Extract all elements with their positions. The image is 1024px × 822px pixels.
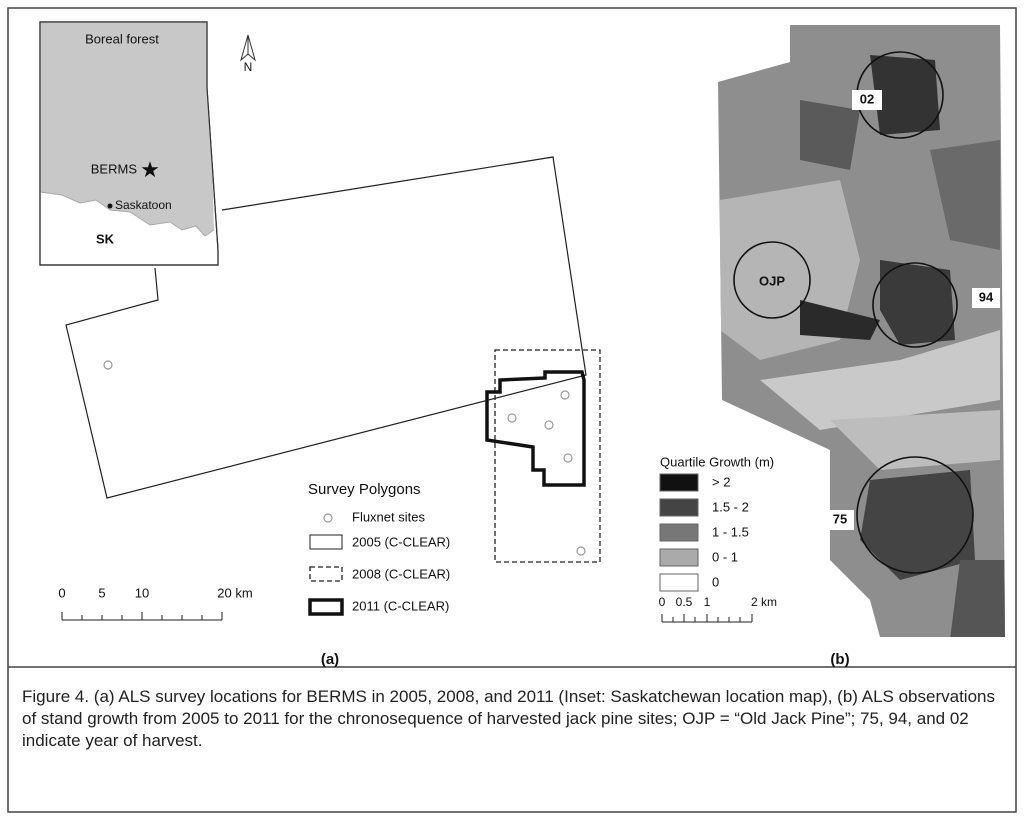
legend-item: 1.5 - 2 — [712, 499, 749, 514]
polygon-2011 — [485, 370, 586, 487]
north-label: N — [244, 60, 253, 74]
polygon-2005 — [65, 156, 587, 499]
inset-region: Boreal forest — [85, 31, 159, 46]
inset-province: SK — [96, 231, 115, 246]
scale-label: 20 km — [217, 585, 252, 600]
city-dot — [107, 203, 113, 209]
inset-map: Boreal forest BERMS ★ Saskatoon SK — [39, 21, 219, 266]
legend-item: 0 - 1 — [712, 549, 738, 564]
north-arrow: N — [240, 34, 256, 74]
legend-item: > 2 — [712, 474, 730, 489]
legend-item: 1 - 1.5 — [712, 524, 749, 539]
scale-bar-a: 0 5 10 20 km — [58, 585, 253, 621]
inset-site: BERMS — [91, 161, 138, 176]
legend-item: 2008 (C-CLEAR) — [352, 566, 450, 581]
site-labels: 02 OJP 94 75 — [759, 90, 1000, 530]
panel-label: (a) — [321, 651, 339, 668]
legend-a: Survey Polygons Fluxnet sites 2005 (C-CL… — [308, 481, 450, 616]
legend-title: Survey Polygons — [308, 481, 421, 498]
legend-item: 0 — [712, 574, 719, 589]
scale-label: 5 — [98, 585, 105, 600]
site-label: 75 — [833, 511, 847, 526]
panel-label: (b) — [830, 651, 849, 668]
site-label: OJP — [759, 273, 785, 288]
site-label: 94 — [979, 289, 994, 304]
inset-city: Saskatoon — [115, 198, 172, 212]
legend-item: 2005 (C-CLEAR) — [352, 534, 450, 549]
scale-label: 10 — [135, 585, 149, 600]
legend-item: Fluxnet sites — [352, 509, 425, 524]
scale-label: 0.5 — [676, 595, 693, 609]
polygon-2008 — [494, 349, 601, 563]
site-label: 02 — [860, 91, 874, 106]
star: ★ — [140, 157, 160, 182]
site-circles — [733, 51, 974, 574]
scale-label: 0 — [659, 595, 666, 609]
legend-title: Quartile Growth (m) — [660, 454, 774, 469]
fluxnet-sites — [103, 360, 586, 556]
legend-b: Quartile Growth (m) > 2 1.5 - 2 1 - 1.5 … — [655, 450, 829, 642]
scale-bar-b: 0 0.5 1 2 km — [659, 595, 777, 623]
scale-label: 0 — [58, 585, 65, 600]
scale-label: 1 — [704, 595, 711, 609]
caption: Figure 4. (a) ALS survey locations for B… — [22, 687, 995, 750]
legend-item: 2011 (C-CLEAR) — [352, 598, 449, 613]
scale-label: 2 km — [751, 595, 777, 609]
frame — [7, 7, 1017, 813]
